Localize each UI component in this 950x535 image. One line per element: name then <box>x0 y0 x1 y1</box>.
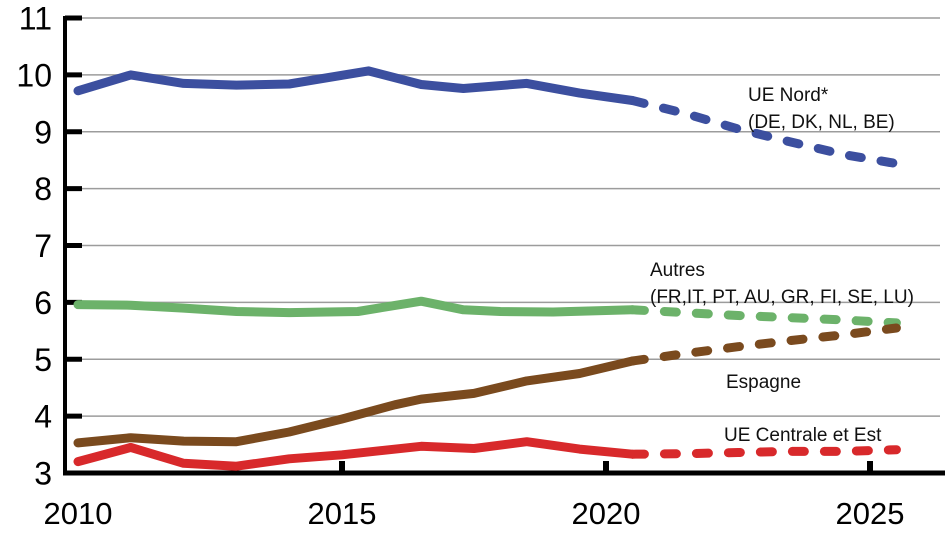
series-espagne-solid-line <box>73 356 637 448</box>
series-ue-nord <box>73 66 901 169</box>
label-espagne: Espagne <box>726 372 801 393</box>
series-ue-centrale-est-solid-line <box>73 437 637 471</box>
series-espagne-dashed-line <box>627 323 901 366</box>
series-espagne <box>73 323 901 448</box>
label-autres: Autres <box>650 260 705 281</box>
label-ue-nord: UE Nord* <box>748 85 829 106</box>
gridlines <box>65 17 940 417</box>
series-ue-nord-solid-line <box>73 66 637 105</box>
y-tick-label: 8 <box>34 171 52 207</box>
y-tick-label: 7 <box>34 228 52 264</box>
series-ue-centrale-est-dashed-line <box>627 445 901 459</box>
series-ue-nord-dashed-line <box>627 96 901 169</box>
label-autres: (FR,IT, PT, AU, GR, FI, SE, LU) <box>650 287 914 308</box>
y-tick-label: 5 <box>34 342 52 378</box>
x-tick-label: 2020 <box>572 496 641 531</box>
label-ue-centrale-est: UE Centrale et Est <box>724 425 882 446</box>
y-tick-label: 4 <box>34 399 52 435</box>
axes: 3 4 5 6 7 8 9 10 11 2010 2015 2020 2025 <box>16 1 945 531</box>
y-tick-label: 10 <box>16 57 52 93</box>
series-autres <box>73 296 901 328</box>
series-labels: UE Nord* (DE, DK, NL, BE) Autres (FR,IT, PT… <box>650 85 914 446</box>
y-tick-label: 6 <box>34 285 52 321</box>
y-tick-label: 3 <box>34 456 52 492</box>
y-tick-label: 9 <box>34 114 52 150</box>
series-ue-centrale-est <box>73 437 901 471</box>
x-tick-label: 2015 <box>308 496 377 531</box>
series-autres-solid-line <box>73 296 637 318</box>
label-ue-nord: (DE, DK, NL, BE) <box>748 112 895 133</box>
series-autres-dashed-line <box>627 305 901 328</box>
x-tick-label: 2025 <box>836 496 905 531</box>
x-tick-label: 2010 <box>44 496 113 531</box>
y-tick-label: 11 <box>19 1 52 37</box>
